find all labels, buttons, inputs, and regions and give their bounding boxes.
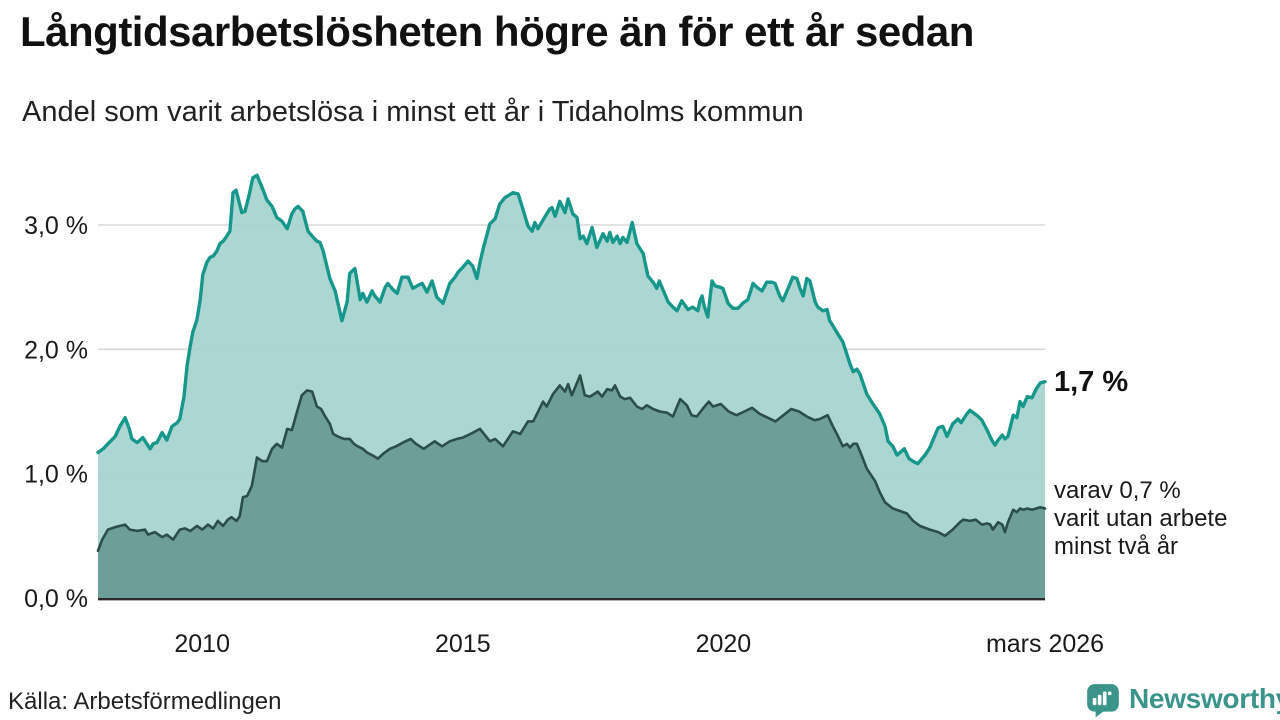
x-tick-label: 2010 <box>174 630 230 658</box>
two-year-annotation-line1: varav 0,7 % <box>1054 477 1181 504</box>
series-line-1 <box>96 374 1047 553</box>
series-line-0 <box>96 173 1047 466</box>
two-year-annotation-line3: minst två år <box>1054 533 1179 560</box>
newsworthy-logo: Newsworthy <box>1084 681 1280 719</box>
y-tick-label: 2,0 % <box>24 336 88 364</box>
source-note: Källa: Arbetsförmedlingen <box>8 688 282 715</box>
latest-total-value-label: 1,7 % <box>1054 366 1129 398</box>
newsworthy-wordmark: Newsworthy <box>1129 683 1280 714</box>
x-tick-label: 2020 <box>696 630 752 658</box>
x-tick-label: 2015 <box>435 630 491 658</box>
speech-bubble-tail <box>1095 710 1106 718</box>
series-area-1 <box>98 375 1045 598</box>
newsworthy-icon <box>1087 684 1119 718</box>
y-tick-label: 3,0 % <box>24 212 88 240</box>
page-title: Långtidsarbetslösheten högre än för ett … <box>20 8 974 55</box>
y-tick-label: 0,0 % <box>24 585 88 613</box>
two-year-annotation-line2: varit utan arbete <box>1054 505 1228 532</box>
two-year-annotation: varav 0,7 % varit utan arbete minst två … <box>1054 477 1227 561</box>
x-tick-label: mars 2026 <box>986 630 1104 658</box>
y-tick-label: 1,0 % <box>24 461 88 489</box>
chart-subtitle: Andel som varit arbetslösa i minst ett å… <box>22 96 804 128</box>
